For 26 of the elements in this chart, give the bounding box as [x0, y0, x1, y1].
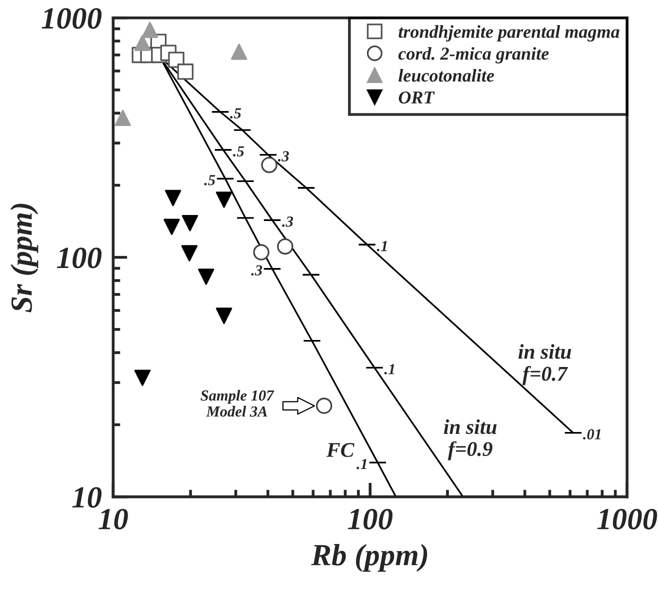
annotation: .01	[583, 429, 600, 440]
y-axis-title: Sr (ppm)	[10, 204, 38, 312]
legend-label: trondhjemite parental magma	[398, 25, 620, 42]
x-tick-label: 1000	[597, 508, 658, 530]
annotation: .1	[376, 240, 387, 252]
series-label: in situ f=0.9	[444, 419, 497, 460]
annotation: .5	[230, 108, 242, 119]
x-tick-label: 10	[98, 508, 128, 530]
series-label: in situ f=0.7	[518, 344, 572, 386]
series-label: FC	[326, 443, 354, 458]
annotation: .3	[251, 265, 262, 276]
x-axis-title: Rb (ppm)	[311, 544, 428, 572]
y-tick-label: 10	[72, 487, 102, 508]
annotation: Sample 107 Model 3A	[200, 390, 274, 417]
x-tick-label: 100	[348, 508, 393, 530]
annotation: .1	[356, 458, 366, 470]
annotation: .5	[233, 146, 244, 157]
legend-label: leucotonalite	[398, 68, 494, 82]
annotation: .3	[278, 151, 289, 162]
legend-label: ORT	[398, 91, 435, 104]
legend-label: cord. 2-mica granite	[398, 47, 549, 64]
annotation: .5	[204, 175, 216, 186]
annotation: .1	[384, 364, 394, 374]
y-tick-label: 100	[56, 248, 102, 268]
y-tick-label: 1000	[42, 8, 102, 29]
annotation: .3	[282, 216, 294, 227]
